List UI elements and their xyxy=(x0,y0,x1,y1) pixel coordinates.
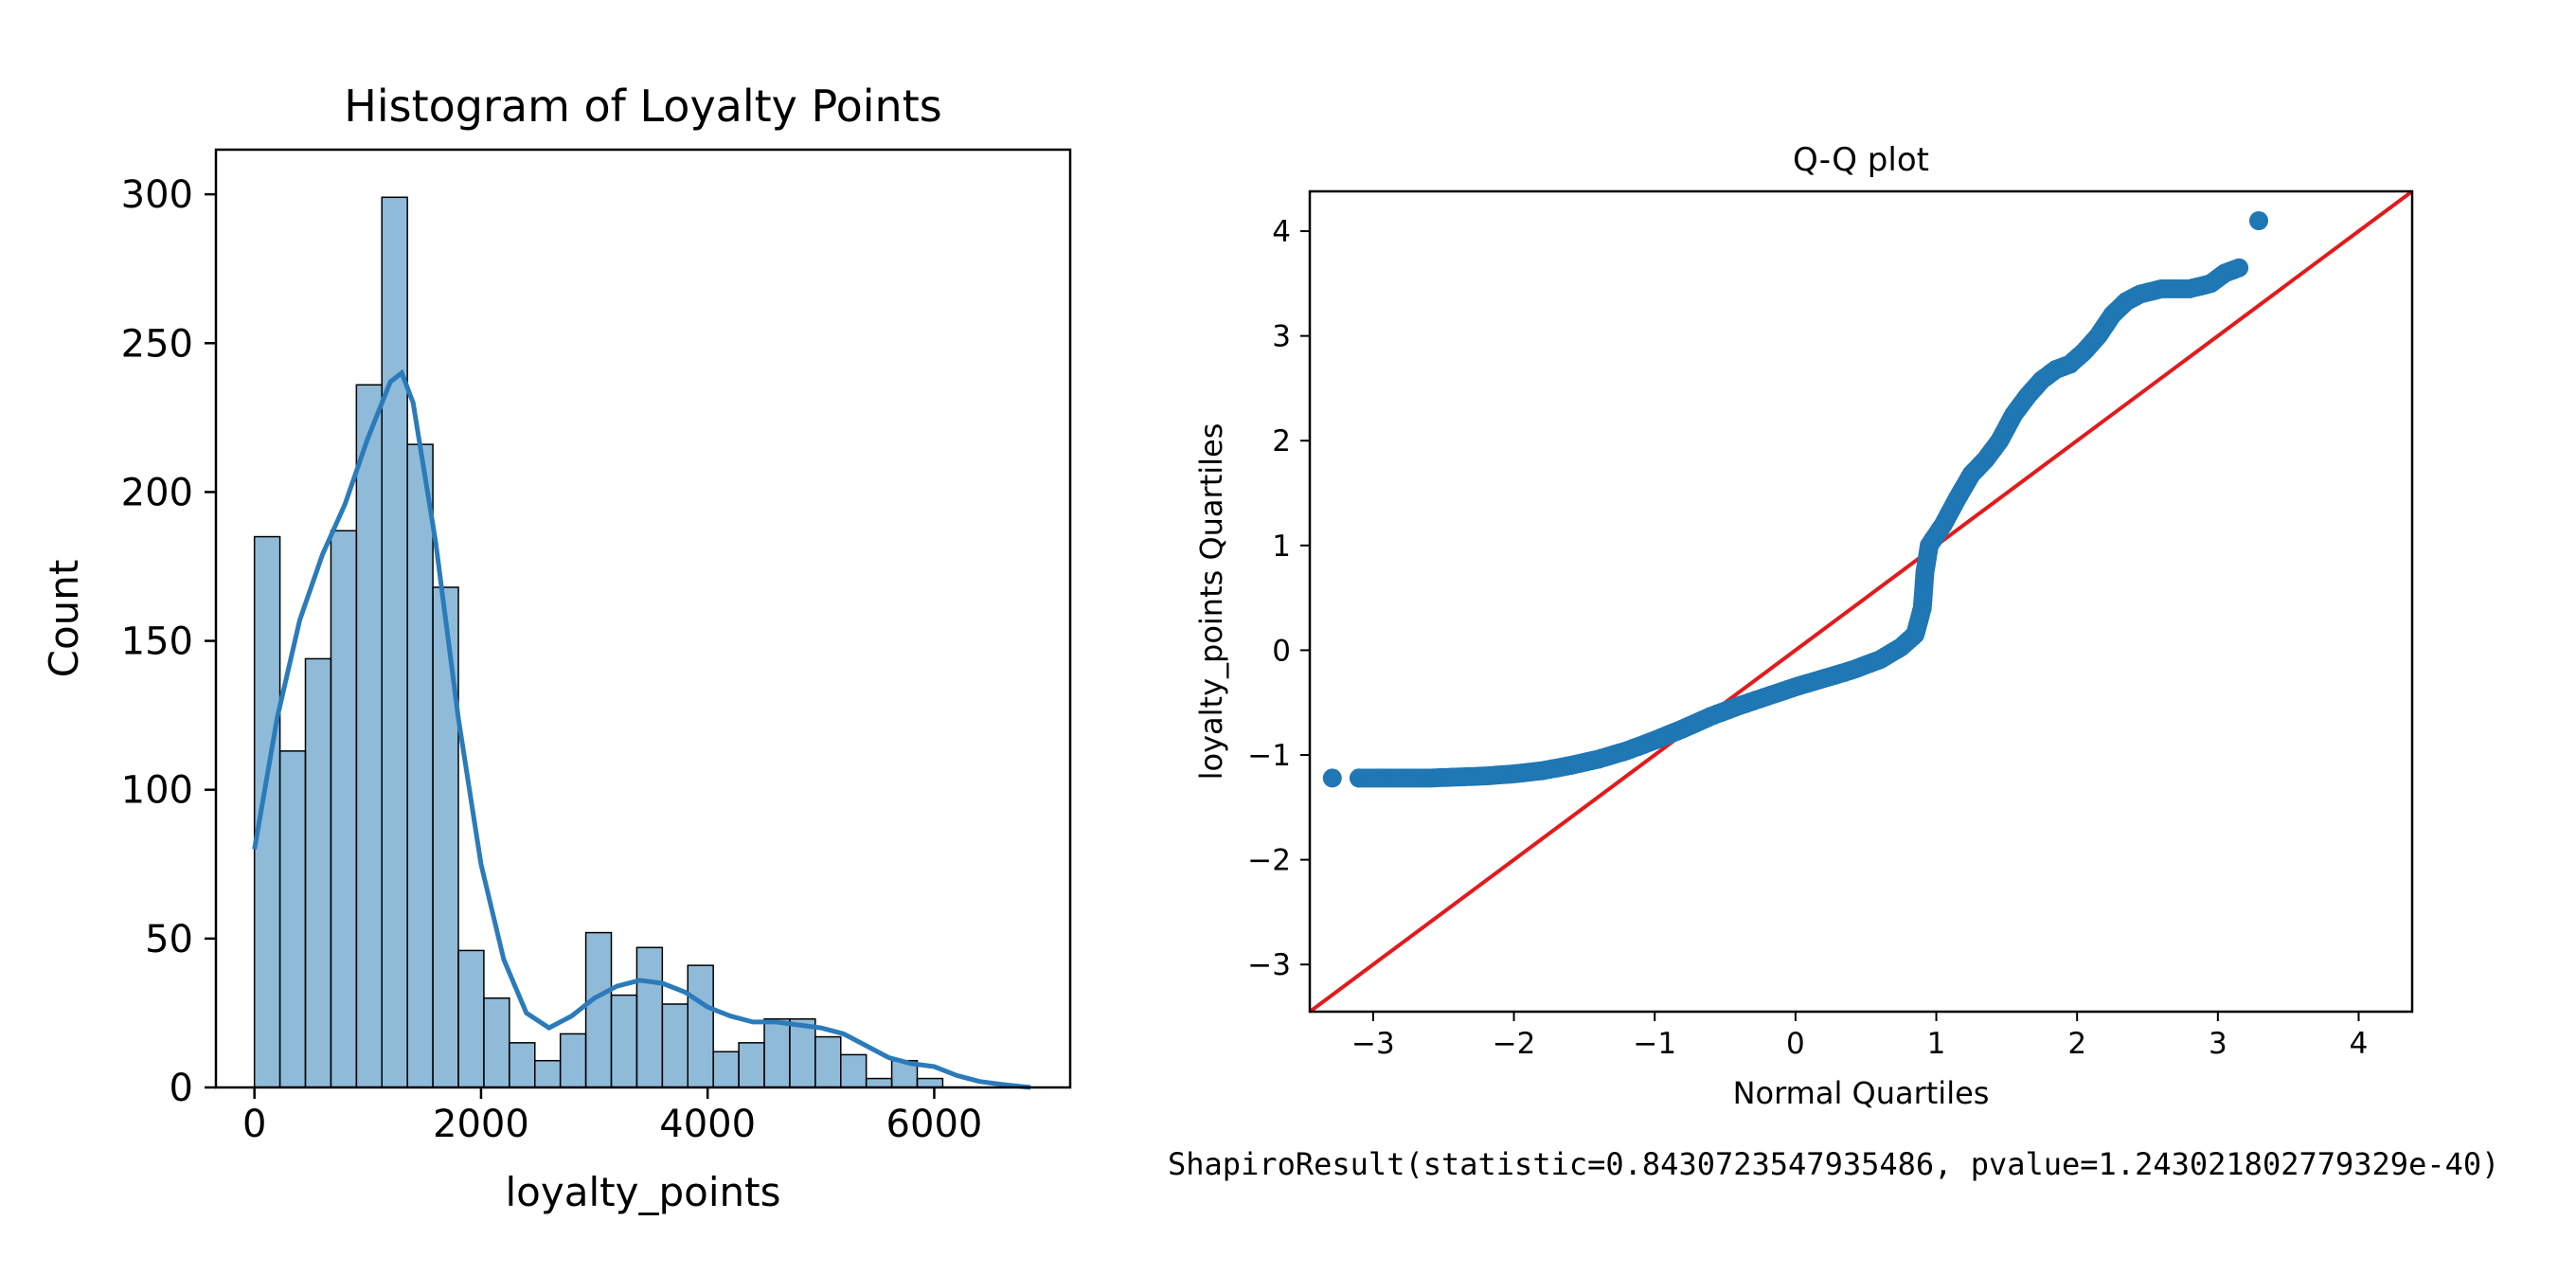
histogram-bar xyxy=(738,1042,765,1088)
qq-y-ticks: −3 −2 −1 0 1 2 3 4 xyxy=(1247,215,1310,982)
qq-x-ticks: −3 −2 −1 0 1 2 3 4 xyxy=(1351,1012,2368,1061)
shapiro-result-output: ShapiroResult(statistic=0.84307235479354… xyxy=(1168,1146,2500,1182)
histogram-x-ticks: 0 2000 4000 6000 xyxy=(242,1087,982,1146)
histogram-title: Histogram of Loyalty Points xyxy=(344,81,941,132)
histogram-bar xyxy=(432,586,459,1088)
histogram-y-tick-label: 150 xyxy=(121,620,193,664)
qq-points xyxy=(1322,211,2268,788)
qq-x-tick-label: −2 xyxy=(1493,1027,1536,1061)
histogram-bar xyxy=(330,530,358,1088)
qq-y-label: loyalty_points Quartiles xyxy=(1193,423,1229,781)
qq-y-tick-label: 0 xyxy=(1272,634,1291,668)
histogram-y-ticks: 0 50 100 150 200 250 300 xyxy=(121,173,216,1110)
histogram-x-label: loyalty_points xyxy=(506,1169,781,1215)
kde-curve xyxy=(252,368,1031,1090)
histogram-bar xyxy=(635,946,664,1088)
qq-y-tick-label: −1 xyxy=(1247,739,1291,773)
qq-x-tick-label: 0 xyxy=(1786,1027,1805,1061)
histogram-y-tick-label: 50 xyxy=(145,918,193,961)
histogram-bar xyxy=(584,931,613,1088)
histogram-panel: 0 2000 4000 6000 0 50 100 150 200 250 300 Histogr… xyxy=(41,81,1072,1215)
histogram-bar xyxy=(687,964,714,1088)
histogram-y-label: Count xyxy=(41,560,87,678)
qq-y-tick-label: 4 xyxy=(1272,215,1291,249)
qq-y-tick-label: 1 xyxy=(1272,530,1291,564)
histogram-bar xyxy=(509,1042,536,1088)
qq-y-tick-label: −2 xyxy=(1247,844,1291,878)
qq-title: Q-Q plot xyxy=(1793,141,1929,179)
qq-x-tick-label: −3 xyxy=(1351,1027,1395,1061)
histogram-bar xyxy=(763,1017,791,1088)
histogram-y-tick-label: 200 xyxy=(121,471,193,514)
qq-axes-frame xyxy=(1308,189,2414,1014)
qq-point xyxy=(2229,258,2249,278)
histogram-bar xyxy=(559,1033,587,1088)
histogram-bar xyxy=(304,657,332,1088)
histogram-x-tick-label: 6000 xyxy=(886,1103,983,1146)
histogram-bar xyxy=(916,1077,944,1088)
histogram-y-tick-label: 100 xyxy=(121,769,193,813)
histogram-bar xyxy=(457,949,485,1088)
histogram-bar xyxy=(534,1059,562,1088)
histogram-y-tick-label: 300 xyxy=(121,173,193,217)
qq-x-label: Normal Quartiles xyxy=(1733,1075,1990,1111)
histogram-bar xyxy=(865,1077,893,1088)
qq-y-tick-label: 3 xyxy=(1272,320,1291,354)
qq-reference-line xyxy=(1308,189,2414,1014)
histogram-bar xyxy=(381,196,408,1088)
histogram-y-tick-label: 0 xyxy=(170,1067,193,1110)
histogram-bar xyxy=(840,1053,868,1088)
histogram-bar xyxy=(661,1003,689,1088)
histogram-bar xyxy=(789,1017,816,1088)
histogram-bars xyxy=(253,196,944,1088)
histogram-x-tick-label: 2000 xyxy=(433,1103,529,1146)
qq-point xyxy=(2249,211,2268,230)
histogram-bar xyxy=(278,750,307,1088)
qq-y-tick-label: −3 xyxy=(1247,948,1291,982)
qq-x-tick-label: −1 xyxy=(1633,1027,1676,1061)
histogram-bar xyxy=(253,535,281,1088)
qq-x-tick-label: 3 xyxy=(2209,1027,2227,1061)
histogram-axes-frame xyxy=(214,148,1072,1089)
histogram-y-tick-label: 250 xyxy=(121,322,193,366)
histogram-bar xyxy=(483,997,510,1088)
histogram-x-tick-label: 0 xyxy=(242,1103,266,1146)
qq-x-tick-label: 1 xyxy=(1927,1027,1946,1061)
qq-x-tick-label: 2 xyxy=(2067,1027,2086,1061)
qq-plot-panel: −3 −2 −1 0 1 2 3 4 −3 −2 −1 0 1 2 3 4 Q-Q plot Normal … xyxy=(1193,141,2414,1111)
histogram-bar xyxy=(355,384,384,1088)
qq-x-tick-label: 4 xyxy=(2350,1027,2369,1061)
histogram-bar xyxy=(406,443,434,1088)
qq-y-tick-label: 2 xyxy=(1272,424,1291,458)
qq-point xyxy=(1322,768,1342,788)
histogram-bar xyxy=(610,994,638,1088)
histogram-bar xyxy=(712,1051,740,1088)
histogram-x-tick-label: 4000 xyxy=(659,1103,756,1146)
histogram-bar xyxy=(814,1035,842,1088)
